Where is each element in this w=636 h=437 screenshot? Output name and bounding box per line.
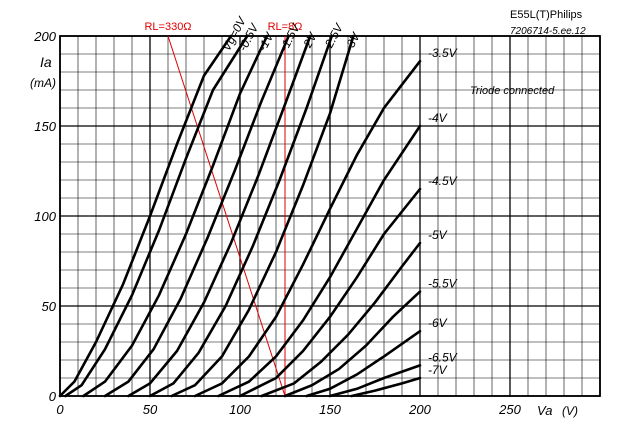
series-line [148, 34, 334, 398]
series-label: -3.5V [428, 46, 458, 60]
annotation-triode: Triode connected [470, 85, 555, 97]
y-axis-label: Ia [40, 54, 52, 70]
series-line [217, 124, 422, 398]
chart-title: E55L(T)Philips [510, 9, 583, 21]
curves [58, 34, 422, 398]
chart-code: 7206714-5.ee.12 [510, 26, 586, 37]
series-line [260, 241, 422, 398]
x-tick-label: 50 [143, 402, 158, 417]
y-tick-label: 200 [33, 29, 56, 44]
series-line [283, 290, 422, 398]
series-line [82, 34, 269, 398]
series-line [305, 329, 422, 398]
x-tick-label: 200 [408, 402, 431, 417]
grid [59, 35, 601, 397]
series-line [58, 34, 233, 398]
x-tick-label: 0 [56, 402, 64, 417]
load-line-label: RL=8Ω [268, 21, 303, 33]
series-line [64, 34, 249, 398]
y-tick-label: 0 [49, 389, 57, 404]
load-line-label: RL=330Ω [144, 21, 191, 33]
y-axis-unit: (mA) [30, 76, 56, 90]
series-label: -4V [428, 111, 448, 125]
series-line [238, 187, 422, 398]
x-tick-label: 150 [319, 402, 341, 417]
series-label: -6V [428, 316, 448, 330]
load-lines [167, 35, 286, 397]
x-tick-label: 100 [229, 402, 251, 417]
x-axis-unit: (V) [562, 404, 578, 418]
series-line [193, 59, 422, 398]
series-line [170, 34, 355, 398]
x-tick-label: 250 [498, 402, 521, 417]
series-label: -5V [428, 228, 448, 242]
series-label: -4.5V [428, 174, 458, 188]
series-line [103, 34, 290, 398]
series-label: -5.5V [428, 277, 458, 291]
series-line [350, 376, 422, 398]
load-line [167, 35, 286, 397]
series-line [328, 364, 422, 398]
y-tick-label: 50 [42, 299, 57, 314]
x-axis-label: Va [537, 403, 552, 418]
series-line [127, 34, 312, 398]
series-label: -6.5V [428, 350, 458, 364]
y-tick-label: 100 [34, 209, 56, 224]
y-tick-label: 150 [34, 119, 56, 134]
series-label: -7V [428, 363, 448, 377]
